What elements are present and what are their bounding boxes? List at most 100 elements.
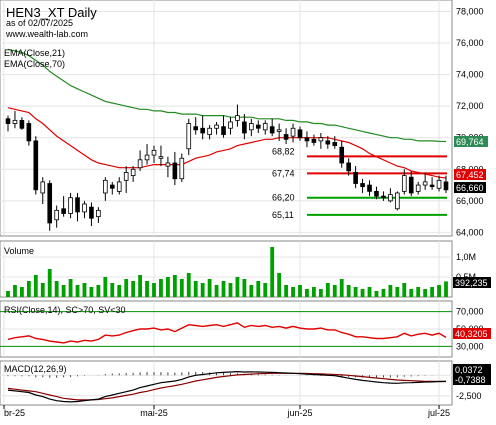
candle-body xyxy=(96,209,101,218)
candle-body xyxy=(19,119,25,129)
candle-body xyxy=(109,184,115,189)
volume-bar xyxy=(68,279,73,297)
volume-tick-label: 1,0M xyxy=(456,252,476,262)
volume-bar xyxy=(284,285,289,297)
candle-body xyxy=(103,179,108,194)
volume-bar xyxy=(40,283,45,297)
volume-bar xyxy=(124,279,129,297)
volume-bar xyxy=(33,275,38,297)
volume-bar xyxy=(103,277,108,297)
badge-ema70-text: 69,764 xyxy=(456,137,484,147)
macd-line xyxy=(7,370,447,403)
volume-panel xyxy=(0,240,453,298)
candle-body xyxy=(123,172,129,181)
volume-bar xyxy=(249,285,254,297)
volume-bar xyxy=(416,287,421,297)
candlestick-series xyxy=(5,104,449,231)
price-tick-label: 72,000 xyxy=(456,101,484,111)
candle-body xyxy=(249,123,254,131)
level-label: 67,74 xyxy=(272,168,295,178)
volume-series xyxy=(6,247,448,297)
candle-body xyxy=(33,140,39,191)
volume-bar xyxy=(291,287,295,297)
ema70-line xyxy=(7,48,447,143)
rsi-tick-label: 70,000 xyxy=(456,307,484,317)
candle-body xyxy=(221,126,226,135)
volume-bar xyxy=(367,287,372,297)
candle-body xyxy=(47,183,53,224)
candle-body xyxy=(165,162,171,167)
level-label: 68,82 xyxy=(272,146,295,156)
candle-body xyxy=(207,127,212,135)
volume-bar xyxy=(26,281,31,297)
candle-body xyxy=(130,168,136,177)
volume-bar xyxy=(172,275,177,297)
volume-bar xyxy=(165,277,170,297)
candle-body xyxy=(325,140,331,145)
candle-body xyxy=(89,206,94,219)
badge-ema21-text: 67,452 xyxy=(456,170,484,180)
volume-bar xyxy=(145,281,149,297)
chart-subtitle: as of 02/07/2025 xyxy=(6,18,73,28)
candle-body xyxy=(422,181,428,186)
candle-body xyxy=(255,124,261,129)
volume-bar xyxy=(311,287,316,297)
candle-body xyxy=(242,121,247,134)
candle-body xyxy=(332,142,338,147)
volume-bar xyxy=(270,247,275,297)
candle-body xyxy=(200,127,205,134)
volume-bar xyxy=(117,285,122,297)
volume-bar xyxy=(96,285,101,297)
volume-bar xyxy=(332,285,337,297)
volume-bar xyxy=(75,285,80,297)
volume-bar xyxy=(339,279,344,297)
badge-macd-signal-text: -0,7388 xyxy=(455,375,486,385)
candle-body xyxy=(12,119,18,124)
volume-bar xyxy=(200,283,205,297)
badge-macd-text: 0,0372 xyxy=(455,365,483,375)
ema-layer xyxy=(7,48,447,179)
volume-label: Volume xyxy=(4,246,34,256)
volume-bar xyxy=(6,291,10,297)
candle-body xyxy=(388,194,393,202)
volume-bar xyxy=(360,289,365,297)
volume-bar xyxy=(242,279,247,297)
macd-label: MACD(12,26,9) xyxy=(4,364,67,374)
badge-rsi xyxy=(453,328,491,339)
volume-bar xyxy=(430,287,435,297)
candle-body xyxy=(443,181,449,191)
volume-bar xyxy=(179,279,184,297)
volume-bar xyxy=(298,285,302,297)
macd-tick-label: -2,500 xyxy=(456,391,482,401)
candle-body xyxy=(436,179,442,189)
candle-body xyxy=(353,172,358,184)
candle-body xyxy=(158,156,164,159)
candle-body xyxy=(346,162,351,172)
badge-close xyxy=(454,182,486,193)
chart-title: HEN3_XT Daily xyxy=(6,5,97,20)
candle-body xyxy=(26,123,32,142)
price-tick-label: 64,000 xyxy=(456,227,484,237)
rsi-label: RSI(Close,14), SC>70, SV<30 xyxy=(4,305,126,315)
candle-body xyxy=(367,184,372,192)
candle-body xyxy=(415,184,421,192)
badge-ema21 xyxy=(454,169,486,180)
volume-bar xyxy=(256,281,261,297)
macd-signal-line xyxy=(7,372,446,401)
volume-bar xyxy=(409,289,414,297)
candle-body xyxy=(5,118,11,124)
candle-body xyxy=(75,197,80,213)
candle-body xyxy=(311,138,317,143)
indicator-label-ema21: EMA(Close,21) xyxy=(4,48,65,58)
volume-bar xyxy=(89,287,94,297)
volume-bar xyxy=(186,273,191,297)
ema21-line xyxy=(7,107,447,179)
volume-bar xyxy=(318,289,323,297)
volume-bar xyxy=(47,269,52,297)
volume-bar xyxy=(207,279,212,297)
volume-bar xyxy=(221,281,226,297)
volume-bar xyxy=(353,287,358,297)
badge-rsi-text: 40,3205 xyxy=(455,329,488,339)
price-tick-label: 76,000 xyxy=(456,38,484,48)
